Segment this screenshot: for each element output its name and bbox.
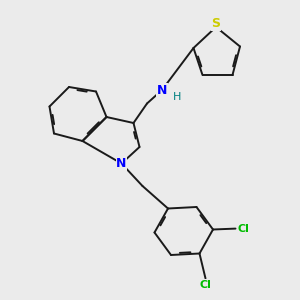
Text: Cl: Cl — [200, 280, 211, 290]
Text: S: S — [212, 17, 220, 30]
Text: H: H — [173, 92, 181, 103]
Text: N: N — [157, 83, 167, 97]
Text: N: N — [116, 157, 127, 170]
Text: Cl: Cl — [238, 224, 250, 234]
